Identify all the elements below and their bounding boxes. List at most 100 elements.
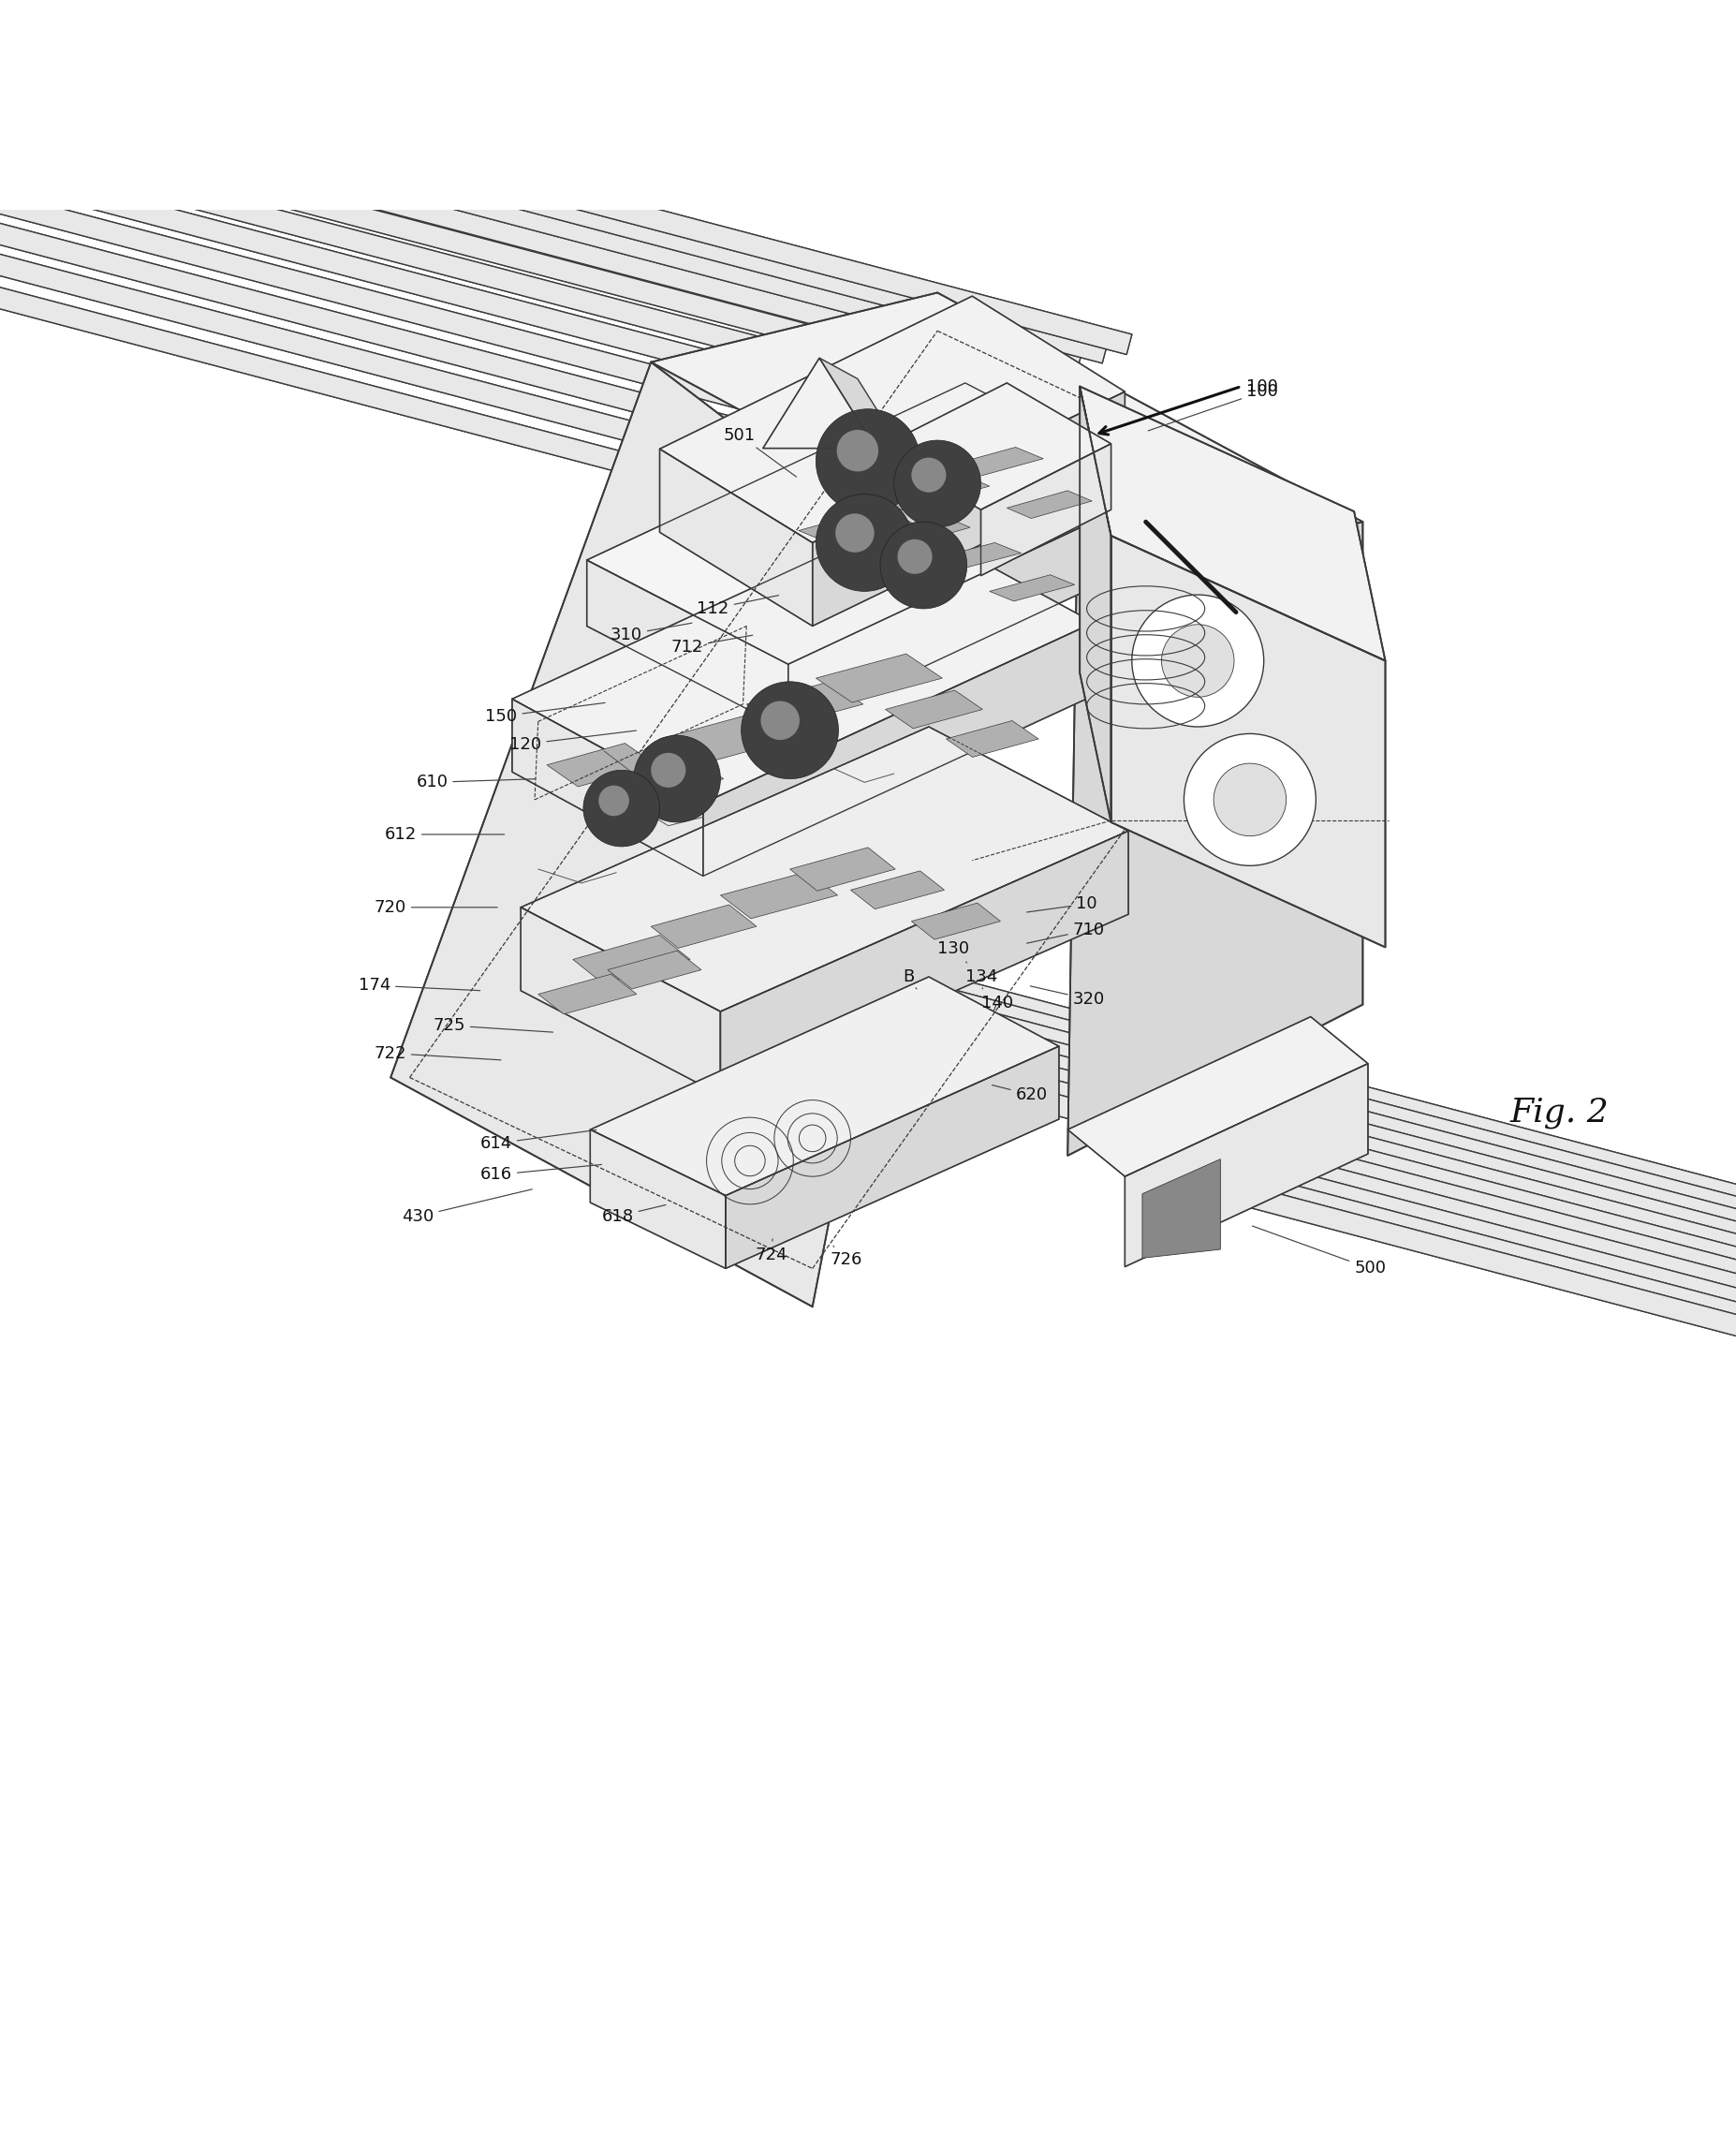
Polygon shape bbox=[0, 123, 868, 472]
Text: 724: 724 bbox=[755, 1239, 788, 1263]
Polygon shape bbox=[990, 575, 1075, 601]
Circle shape bbox=[898, 539, 932, 573]
Polygon shape bbox=[521, 907, 720, 1095]
Polygon shape bbox=[587, 560, 788, 731]
Text: 722: 722 bbox=[373, 1045, 502, 1062]
Polygon shape bbox=[0, 65, 981, 416]
Polygon shape bbox=[819, 358, 913, 470]
Polygon shape bbox=[621, 759, 724, 800]
Polygon shape bbox=[0, 101, 906, 453]
Polygon shape bbox=[1142, 1159, 1220, 1259]
Polygon shape bbox=[651, 905, 757, 948]
Polygon shape bbox=[946, 448, 1043, 478]
Polygon shape bbox=[512, 698, 703, 877]
Polygon shape bbox=[790, 935, 1736, 1287]
Circle shape bbox=[880, 522, 967, 608]
Polygon shape bbox=[1080, 386, 1385, 662]
Text: 500: 500 bbox=[1252, 1226, 1385, 1278]
Text: 725: 725 bbox=[432, 1017, 554, 1034]
Polygon shape bbox=[981, 444, 1111, 575]
Circle shape bbox=[741, 681, 838, 778]
Polygon shape bbox=[851, 871, 944, 909]
Polygon shape bbox=[1050, 1095, 1736, 1444]
Polygon shape bbox=[746, 681, 863, 726]
Polygon shape bbox=[0, 50, 1017, 399]
Polygon shape bbox=[1080, 386, 1111, 823]
Circle shape bbox=[816, 409, 920, 513]
Circle shape bbox=[1161, 625, 1234, 696]
Text: 130: 130 bbox=[937, 940, 969, 963]
Polygon shape bbox=[762, 358, 875, 448]
Text: 120: 120 bbox=[510, 731, 637, 752]
Polygon shape bbox=[1125, 1065, 1368, 1267]
Text: 720: 720 bbox=[375, 899, 498, 916]
Text: 100: 100 bbox=[1246, 377, 1278, 394]
Polygon shape bbox=[608, 950, 701, 989]
Polygon shape bbox=[868, 515, 970, 547]
Polygon shape bbox=[981, 1049, 1736, 1399]
Polygon shape bbox=[0, 82, 944, 433]
Polygon shape bbox=[660, 713, 793, 765]
Polygon shape bbox=[391, 362, 951, 1306]
Polygon shape bbox=[906, 1004, 1736, 1353]
Circle shape bbox=[835, 513, 875, 552]
Text: 612: 612 bbox=[385, 825, 505, 843]
Polygon shape bbox=[788, 487, 1167, 731]
Text: 616: 616 bbox=[481, 1164, 602, 1183]
Text: 10: 10 bbox=[1026, 896, 1097, 912]
Polygon shape bbox=[1108, 1138, 1736, 1487]
Polygon shape bbox=[0, 37, 1050, 386]
Text: 174: 174 bbox=[358, 976, 481, 993]
Polygon shape bbox=[1068, 1017, 1368, 1177]
Text: 726: 726 bbox=[830, 1246, 863, 1269]
Polygon shape bbox=[726, 1045, 1059, 1269]
Polygon shape bbox=[911, 903, 1000, 940]
Polygon shape bbox=[1068, 522, 1363, 1155]
Text: 112: 112 bbox=[698, 595, 779, 616]
Text: 618: 618 bbox=[602, 1205, 667, 1224]
Polygon shape bbox=[885, 690, 983, 728]
Polygon shape bbox=[538, 974, 637, 1015]
Polygon shape bbox=[0, 13, 1108, 364]
Text: 140: 140 bbox=[981, 993, 1012, 1011]
Polygon shape bbox=[929, 543, 1021, 571]
Circle shape bbox=[911, 457, 946, 491]
Circle shape bbox=[583, 769, 660, 847]
Polygon shape bbox=[587, 384, 1167, 664]
Polygon shape bbox=[1111, 537, 1385, 948]
Circle shape bbox=[634, 735, 720, 823]
Polygon shape bbox=[720, 873, 837, 918]
Text: 610: 610 bbox=[417, 774, 536, 791]
Polygon shape bbox=[720, 832, 1128, 1095]
Circle shape bbox=[1184, 733, 1316, 866]
Circle shape bbox=[1213, 763, 1286, 836]
Polygon shape bbox=[547, 743, 656, 787]
Polygon shape bbox=[590, 1129, 726, 1269]
Polygon shape bbox=[512, 519, 1094, 804]
Polygon shape bbox=[590, 976, 1059, 1196]
Text: 134: 134 bbox=[965, 968, 998, 989]
Polygon shape bbox=[944, 1026, 1736, 1377]
Text: Fig. 2: Fig. 2 bbox=[1510, 1097, 1609, 1129]
Polygon shape bbox=[0, 4, 1132, 353]
Polygon shape bbox=[799, 511, 896, 543]
Text: 150: 150 bbox=[486, 703, 606, 724]
Text: 710: 710 bbox=[1026, 922, 1104, 944]
Text: 501: 501 bbox=[724, 427, 797, 476]
Polygon shape bbox=[1007, 491, 1092, 519]
Polygon shape bbox=[790, 847, 896, 890]
Polygon shape bbox=[1082, 1116, 1736, 1465]
Polygon shape bbox=[816, 653, 943, 703]
Circle shape bbox=[837, 429, 878, 472]
Polygon shape bbox=[0, 24, 1082, 373]
Text: 430: 430 bbox=[403, 1190, 533, 1224]
Polygon shape bbox=[868, 981, 1736, 1332]
Text: 620: 620 bbox=[991, 1086, 1047, 1103]
Text: 712: 712 bbox=[670, 636, 753, 655]
Polygon shape bbox=[1017, 1071, 1736, 1422]
Polygon shape bbox=[812, 392, 1125, 627]
Circle shape bbox=[651, 752, 686, 787]
Polygon shape bbox=[651, 293, 1363, 590]
Text: 320: 320 bbox=[1029, 987, 1104, 1009]
Text: 614: 614 bbox=[481, 1129, 597, 1153]
